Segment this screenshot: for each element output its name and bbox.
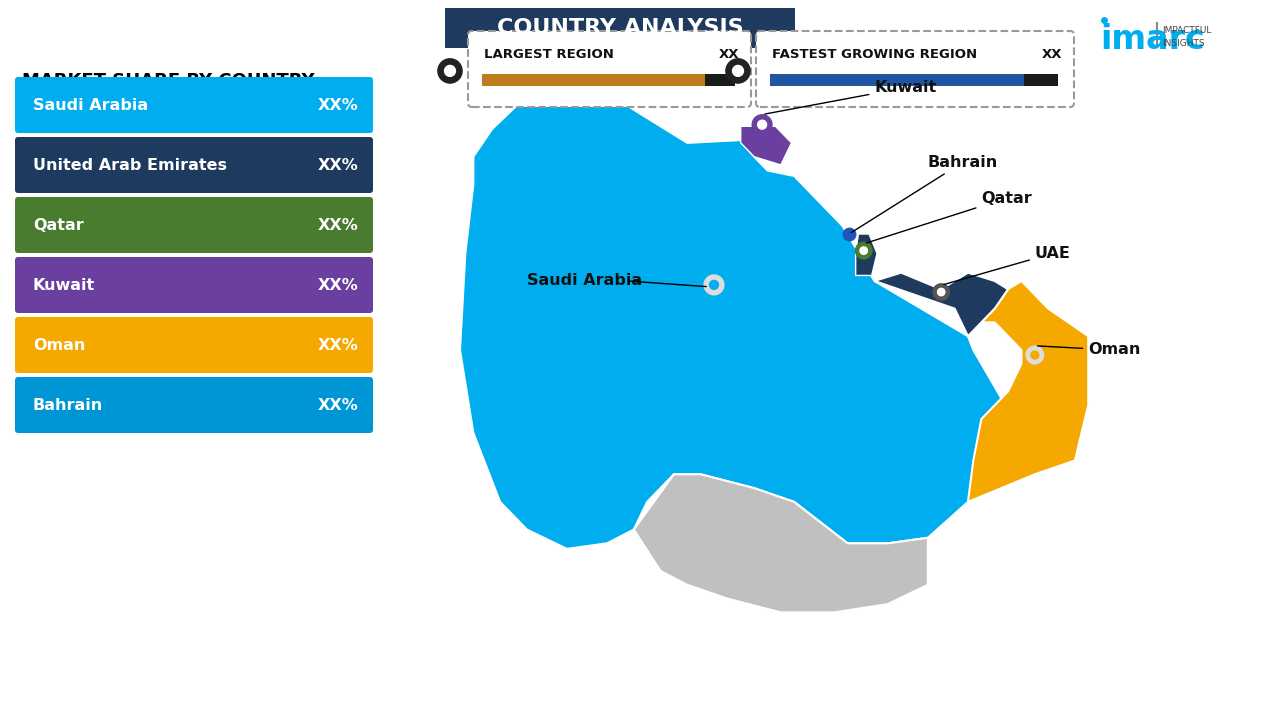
Circle shape bbox=[855, 243, 872, 259]
Polygon shape bbox=[460, 93, 1021, 549]
Polygon shape bbox=[874, 273, 1009, 336]
Text: Qatar: Qatar bbox=[33, 217, 83, 233]
Text: IMPACTFUL
INSIGHTS: IMPACTFUL INSIGHTS bbox=[1162, 26, 1211, 48]
Polygon shape bbox=[1027, 357, 1043, 364]
Polygon shape bbox=[753, 127, 771, 135]
Circle shape bbox=[709, 280, 718, 289]
Text: XX%: XX% bbox=[317, 217, 358, 233]
Text: XX: XX bbox=[1042, 48, 1062, 60]
Text: Saudi Arabia: Saudi Arabia bbox=[33, 97, 148, 112]
Circle shape bbox=[444, 66, 456, 76]
FancyBboxPatch shape bbox=[483, 73, 705, 86]
Text: XX%: XX% bbox=[317, 158, 358, 173]
FancyBboxPatch shape bbox=[15, 137, 372, 193]
FancyBboxPatch shape bbox=[15, 77, 372, 133]
FancyBboxPatch shape bbox=[15, 257, 372, 313]
Polygon shape bbox=[741, 126, 791, 165]
FancyBboxPatch shape bbox=[705, 73, 735, 86]
Circle shape bbox=[732, 66, 744, 76]
Text: United Arab Emirates: United Arab Emirates bbox=[33, 158, 227, 173]
Polygon shape bbox=[856, 253, 872, 259]
Polygon shape bbox=[968, 281, 1088, 502]
Text: imarc: imarc bbox=[1100, 23, 1204, 56]
FancyBboxPatch shape bbox=[15, 197, 372, 253]
Polygon shape bbox=[855, 234, 877, 276]
Text: Kuwait: Kuwait bbox=[33, 277, 95, 292]
Polygon shape bbox=[933, 294, 948, 300]
Text: Saudi Arabia: Saudi Arabia bbox=[527, 274, 643, 289]
Polygon shape bbox=[705, 287, 723, 294]
Circle shape bbox=[933, 284, 950, 300]
Circle shape bbox=[1027, 346, 1043, 364]
Text: FASTEST GROWING REGION: FASTEST GROWING REGION bbox=[772, 48, 977, 60]
Circle shape bbox=[1030, 351, 1039, 359]
Text: XX%: XX% bbox=[317, 97, 358, 112]
Text: XX: XX bbox=[718, 48, 739, 60]
Text: XX%: XX% bbox=[317, 277, 358, 292]
FancyBboxPatch shape bbox=[15, 317, 372, 373]
Text: COUNTRY ANALYSIS: COUNTRY ANALYSIS bbox=[497, 18, 744, 38]
Text: UAE: UAE bbox=[943, 246, 1070, 284]
Polygon shape bbox=[727, 74, 749, 83]
FancyBboxPatch shape bbox=[756, 31, 1074, 107]
Text: MARKET SHARE BY COUNTRY: MARKET SHARE BY COUNTRY bbox=[22, 72, 315, 90]
Circle shape bbox=[726, 59, 750, 83]
Text: Oman: Oman bbox=[1038, 343, 1140, 358]
FancyBboxPatch shape bbox=[1024, 73, 1059, 86]
Circle shape bbox=[753, 114, 772, 135]
Text: Bahrain: Bahrain bbox=[851, 155, 998, 233]
Text: Oman: Oman bbox=[33, 338, 86, 353]
Polygon shape bbox=[439, 74, 461, 83]
Text: LARGEST REGION: LARGEST REGION bbox=[484, 48, 614, 60]
Circle shape bbox=[438, 59, 462, 83]
Circle shape bbox=[937, 288, 945, 296]
Circle shape bbox=[758, 120, 767, 129]
Circle shape bbox=[704, 275, 724, 294]
Circle shape bbox=[860, 247, 868, 254]
FancyBboxPatch shape bbox=[445, 8, 795, 48]
Polygon shape bbox=[634, 474, 928, 613]
Text: Kuwait: Kuwait bbox=[765, 80, 937, 114]
FancyBboxPatch shape bbox=[468, 31, 751, 107]
Text: Bahrain: Bahrain bbox=[33, 397, 104, 413]
FancyBboxPatch shape bbox=[771, 73, 1024, 86]
FancyBboxPatch shape bbox=[15, 377, 372, 433]
Text: XX%: XX% bbox=[317, 397, 358, 413]
Text: XX%: XX% bbox=[317, 338, 358, 353]
Text: Qatar: Qatar bbox=[867, 191, 1032, 243]
